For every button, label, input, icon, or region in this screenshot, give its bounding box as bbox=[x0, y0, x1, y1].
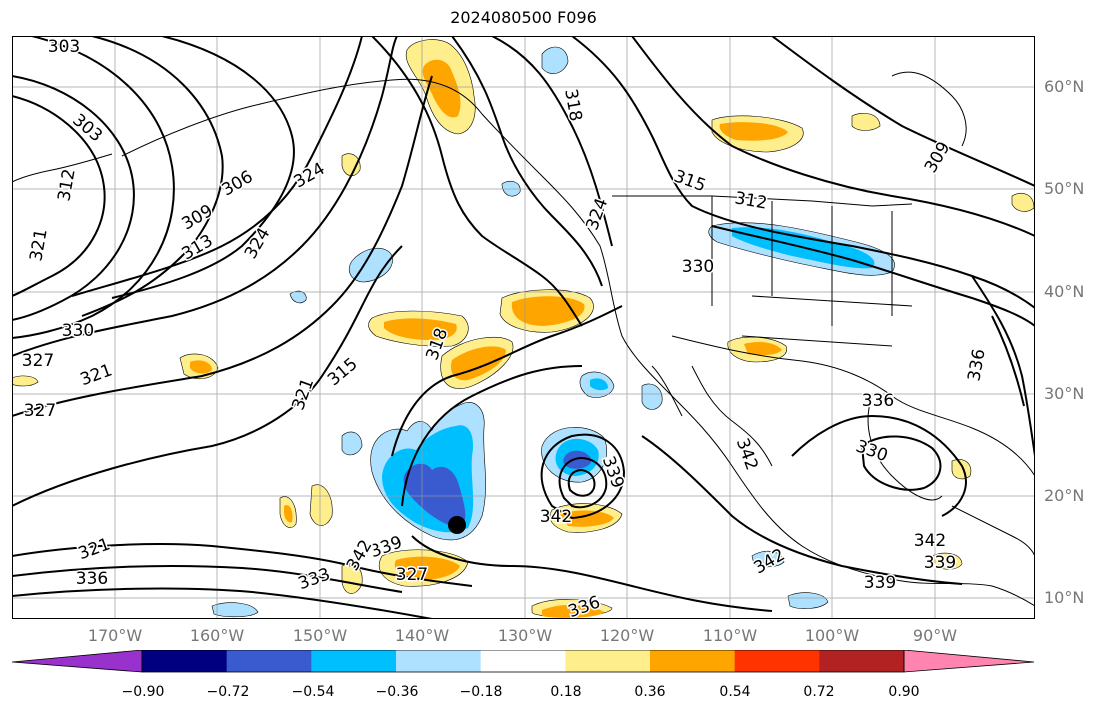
lat-label-20n: 20°N bbox=[1044, 486, 1085, 505]
contour-label: 339 bbox=[864, 573, 896, 593]
colorbar-segment bbox=[565, 650, 651, 672]
storm-center-marker bbox=[448, 516, 466, 534]
colorbar-tick: 0.90 bbox=[888, 684, 920, 700]
colorbar-tick: −0.90 bbox=[121, 684, 165, 700]
lat-label-50n: 50°N bbox=[1044, 179, 1085, 198]
lat-label-10n: 10°N bbox=[1044, 588, 1085, 607]
contour-label: 327 bbox=[22, 351, 54, 371]
lon-label-160w: 160°W bbox=[189, 626, 245, 645]
colorbar-segment bbox=[311, 650, 397, 672]
lon-label-150w: 150°W bbox=[292, 626, 348, 645]
colorbar-segment bbox=[226, 650, 312, 672]
shaded-field bbox=[12, 39, 1035, 618]
lon-label-140w: 140°W bbox=[394, 626, 450, 645]
colorbar-segment bbox=[396, 650, 482, 672]
contour-label: 330 bbox=[682, 257, 714, 277]
colorbar-extend-min bbox=[12, 650, 143, 673]
lon-label-110w: 110°W bbox=[702, 626, 758, 645]
colorbar-segment bbox=[819, 650, 905, 672]
contour-label: 327 bbox=[24, 401, 56, 421]
contour-label: 327 bbox=[396, 565, 428, 585]
colorbar-segment bbox=[480, 650, 566, 672]
contour-label: 339 bbox=[924, 553, 956, 573]
lon-label-170w: 170°W bbox=[87, 626, 143, 645]
graticule bbox=[12, 36, 1035, 619]
lon-label-120w: 120°W bbox=[599, 626, 655, 645]
colorbar-tick: 0.54 bbox=[719, 684, 751, 700]
colorbar-segment bbox=[650, 650, 736, 672]
contour-label: 336 bbox=[862, 391, 894, 411]
coastlines bbox=[12, 71, 1035, 607]
colorbar-tick: 0.18 bbox=[550, 684, 582, 700]
contour-label: 342 bbox=[540, 507, 572, 527]
map-title: 2024080500 F096 bbox=[450, 8, 597, 27]
lon-label-100w: 100°W bbox=[804, 626, 860, 645]
colorbar-tick: 0.72 bbox=[803, 684, 835, 700]
colorbar-tick: −0.36 bbox=[375, 684, 419, 700]
lat-label-40n: 40°N bbox=[1044, 282, 1085, 301]
lat-label-30n: 30°N bbox=[1044, 384, 1085, 403]
contour-label: 303 bbox=[48, 37, 80, 57]
colorbar bbox=[12, 650, 1035, 673]
colorbar-tick: −0.72 bbox=[206, 684, 250, 700]
height-contours bbox=[12, 36, 1035, 619]
contour-label: 336 bbox=[76, 569, 108, 589]
colorbar-segment bbox=[142, 650, 228, 672]
colorbar-tick: 0.36 bbox=[634, 684, 666, 700]
lon-label-130w: 130°W bbox=[497, 626, 553, 645]
lon-label-90w: 90°W bbox=[912, 626, 958, 645]
contour-label: 312 bbox=[733, 188, 768, 213]
colorbar-outline bbox=[141, 650, 905, 673]
contour-label: 342 bbox=[914, 531, 946, 551]
contour-label: 330 bbox=[62, 321, 94, 341]
colorbar-segment bbox=[734, 650, 820, 672]
colorbar-tick: −0.18 bbox=[459, 684, 503, 700]
colorbar-extend-max bbox=[903, 650, 1035, 673]
colorbar-tick: −0.54 bbox=[291, 684, 335, 700]
lat-label-60n: 60°N bbox=[1044, 77, 1085, 96]
